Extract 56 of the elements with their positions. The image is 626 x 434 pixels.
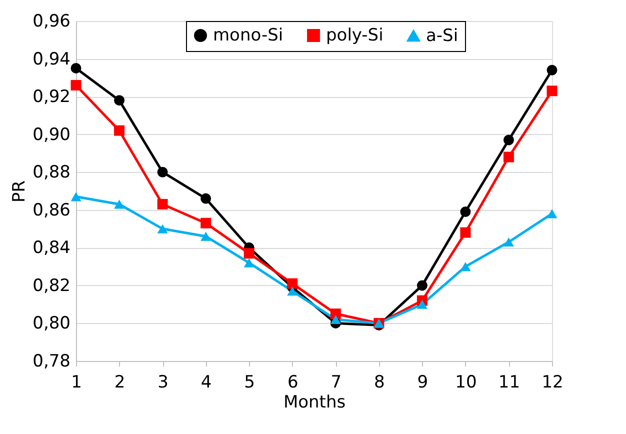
point — [546, 86, 558, 96]
point — [460, 227, 471, 238]
point — [70, 80, 82, 90]
x-axis-title: Months — [283, 392, 346, 412]
y-tick-label: 0,90 — [32, 124, 70, 145]
x-tick-label: 2 — [114, 372, 126, 392]
y-tick-label: 0,78 — [32, 352, 70, 372]
point — [503, 134, 514, 146]
x-tick-label: 6 — [287, 372, 298, 392]
x-tick-label: 8 — [374, 372, 385, 392]
point — [70, 192, 82, 202]
point — [244, 258, 254, 268]
point — [114, 125, 125, 136]
x-tick-label: 10 — [455, 372, 477, 392]
point — [157, 198, 168, 210]
point — [330, 314, 341, 324]
x-tick-label: 7 — [330, 372, 342, 392]
x-tick-label: 4 — [200, 372, 212, 392]
point — [416, 300, 428, 309]
y-axis-title: PR — [10, 180, 30, 203]
point — [114, 200, 125, 209]
point — [503, 237, 514, 247]
point — [244, 248, 254, 259]
y-tick-label: 0,96 — [32, 12, 70, 32]
x-tick-label: 11 — [498, 372, 520, 392]
point — [503, 152, 514, 162]
legend-label: mono-Si — [213, 26, 284, 46]
point — [416, 280, 428, 291]
y-tick-label: 0,82 — [32, 276, 70, 296]
legend-label: poly-Si — [326, 26, 384, 46]
y-tick-label: 0,88 — [32, 162, 70, 183]
point — [200, 232, 212, 241]
point — [157, 224, 168, 234]
x-tick-label: 5 — [244, 372, 256, 392]
y-tick-label: 0,94 — [32, 49, 70, 70]
y-tick-label: 0,86 — [32, 200, 70, 220]
y-tick-label: 0,84 — [32, 238, 70, 258]
point — [460, 262, 471, 272]
point — [70, 62, 82, 74]
point — [287, 278, 298, 289]
point — [287, 286, 298, 296]
legend-label: a-Si — [426, 26, 458, 46]
y-tick-label: 0,80 — [32, 314, 70, 334]
x-tick-label: 12 — [542, 372, 564, 392]
point — [460, 206, 471, 218]
y-tick-label: 0,92 — [32, 87, 70, 108]
x-tick-label: 9 — [417, 372, 428, 392]
point — [546, 64, 558, 76]
point — [546, 209, 558, 218]
point — [114, 95, 125, 106]
point — [200, 193, 212, 204]
x-tick-label: 3 — [158, 372, 168, 392]
point — [330, 308, 341, 320]
point — [157, 166, 168, 178]
x-tick-label: 1 — [71, 372, 82, 392]
point — [200, 218, 212, 228]
